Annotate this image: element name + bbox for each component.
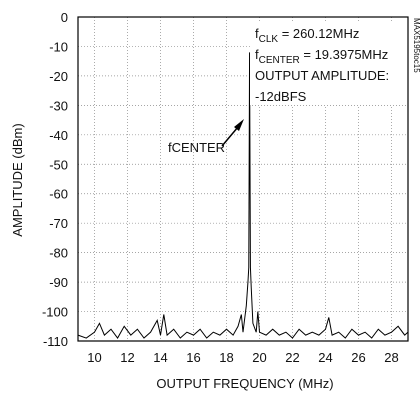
x-tick-label: 22 <box>285 350 299 365</box>
y-tick-label: -10 <box>49 39 68 54</box>
x-tick-label: 16 <box>186 350 200 365</box>
plot-frame <box>77 16 409 342</box>
text-part: CENTER <box>172 140 225 155</box>
annotation-line: fCLK = 260.12MHz <box>255 26 359 45</box>
figure-id: MAX5195toc15 <box>412 18 420 73</box>
y-axis-label: AMPLITUDE (dBm) <box>10 123 25 236</box>
annotation-line: -12dBFS <box>255 89 307 104</box>
text-part: OUTPUT AMPLITUDE: <box>255 68 389 83</box>
y-tick-label: -60 <box>49 187 68 202</box>
y-tick-label: -30 <box>49 98 68 113</box>
x-tick-label: 26 <box>351 350 365 365</box>
subscript: CLK <box>259 34 279 45</box>
annotation-line: fCENTER = 19.3975MHz <box>255 47 388 66</box>
annotation-line: OUTPUT AMPLITUDE: <box>255 68 389 83</box>
text-part: = 260.12MHz <box>278 26 359 41</box>
text-part: f <box>168 140 172 155</box>
x-tick-label: 14 <box>153 350 167 365</box>
text-part: = 19.3975MHz <box>300 47 389 62</box>
grid <box>78 16 408 342</box>
y-tick-label: -80 <box>49 246 68 261</box>
x-axis-label: OUTPUT FREQUENCY (MHz) <box>156 376 333 391</box>
subscript: CENTER <box>259 55 300 66</box>
x-tick-label: 12 <box>120 350 134 365</box>
text-part: f <box>255 26 259 41</box>
y-tick-label: -40 <box>49 128 68 143</box>
y-tick-label: -50 <box>49 157 68 172</box>
y-tick-label: -20 <box>49 69 68 84</box>
x-tick-label: 24 <box>318 350 332 365</box>
y-tick-label: -110 <box>43 334 68 349</box>
text-part: -12dBFS <box>255 89 307 104</box>
x-tick-label: 28 <box>384 350 398 365</box>
y-tick-label: -70 <box>49 216 68 231</box>
annotation-box <box>250 21 406 105</box>
y-tick-label: -90 <box>49 275 68 290</box>
x-tick-label: 18 <box>219 350 233 365</box>
x-tick-label: 20 <box>252 350 266 365</box>
y-tick-label: 0 <box>61 10 68 25</box>
spectrum-line <box>77 52 409 339</box>
x-tick-label: 10 <box>87 350 101 365</box>
arrow <box>221 126 239 147</box>
arrow-label: fCENTER <box>168 140 225 155</box>
plot <box>77 52 409 339</box>
text-part: f <box>255 47 259 62</box>
y-tick-label: -100 <box>42 305 68 320</box>
